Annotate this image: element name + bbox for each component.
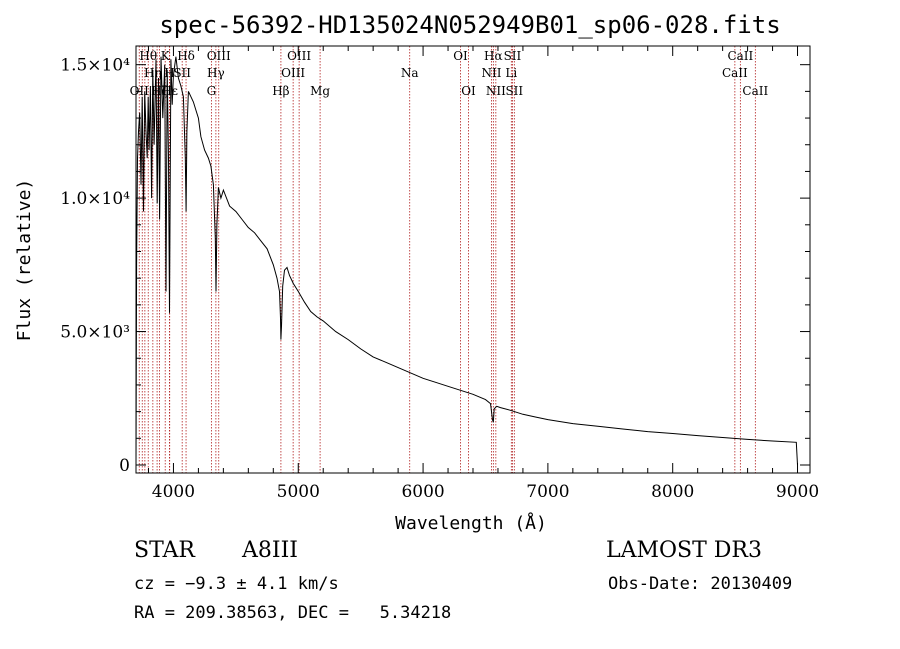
x-tick-label-4: 8000	[651, 482, 694, 502]
line-label-12: G	[207, 84, 217, 98]
line-label-16: OIII	[281, 66, 305, 80]
object-subclass: A8III	[242, 538, 298, 563]
line-label-28: CaII	[722, 66, 748, 80]
x-tick-label-0: 4000	[152, 482, 195, 502]
y-tick-label-0: 0	[119, 456, 130, 476]
line-label-14: OIII	[207, 49, 231, 63]
line-label-10: SII	[173, 66, 191, 80]
survey-name: LAMOST DR3	[606, 538, 762, 563]
line-label-3: Hθ	[139, 49, 157, 63]
x-axis-ticks: 4000 5000 6000 7000 8000 9000	[147, 46, 819, 502]
line-label-9: Hε	[161, 84, 178, 98]
spectrum-chart: spec-56392-HD135024N052949B01_sp06-028.f…	[14, 11, 819, 534]
coordinates: RA = 209.38563, DEC = 5.34218	[134, 603, 452, 623]
y-tick-label-2: 1.0×10⁴	[60, 189, 130, 209]
redshift-cz: cz = −9.3 ± 4.1 km/s	[134, 574, 339, 594]
line-label-30: CaII	[742, 84, 768, 98]
line-label-13: Hγ	[207, 66, 225, 80]
plot-frame	[135, 45, 811, 474]
x-axis-label: Wavelength (Å)	[395, 512, 547, 534]
line-label-11: Hδ	[177, 49, 195, 63]
line-label-7: K	[161, 49, 171, 63]
line-label-20: OI	[453, 49, 468, 63]
line-label-22: NII	[481, 66, 501, 80]
observation-date: Obs-Date: 20130409	[608, 574, 793, 594]
line-label-19: Na	[401, 66, 419, 80]
x-tick-label-3: 7000	[526, 482, 569, 502]
line-label-27: SII	[505, 84, 523, 98]
x-tick-label-5: 9000	[776, 482, 819, 502]
x-tick-label-2: 6000	[401, 482, 444, 502]
y-tick-label-1: 5.0×10³	[60, 323, 130, 343]
line-label-29: CaII	[727, 49, 753, 63]
spectrum-series-line	[135, 56, 798, 466]
line-label-23: Hα	[484, 49, 503, 63]
emission-line-markers	[138, 46, 756, 473]
line-label-21: OI	[461, 84, 476, 98]
chart-title: spec-56392-HD135024N052949B01_sp06-028.f…	[159, 11, 780, 39]
line-label-26: SII	[504, 49, 522, 63]
line-label-25: Li	[505, 66, 517, 80]
emission-line-labels: OIIHθHηHζKHHεSIIHδGHγOIIIHβOIIIOIIIMgNaO…	[130, 49, 769, 98]
line-label-8: H	[164, 66, 174, 80]
line-label-17: OIII	[287, 49, 311, 63]
x-tick-label-1: 5000	[277, 482, 320, 502]
y-axis-ticks: 0 5.0×10³ 1.0×10⁴ 1.5×10⁴	[60, 56, 810, 476]
y-axis-label: Flux (relative)	[14, 179, 35, 342]
line-label-18: Mg	[310, 84, 330, 98]
y-tick-label-3: 1.5×10⁴	[60, 56, 130, 76]
object-type: STAR	[134, 538, 195, 563]
line-label-15: Hβ	[272, 84, 289, 98]
line-label-24: NII	[486, 84, 506, 98]
